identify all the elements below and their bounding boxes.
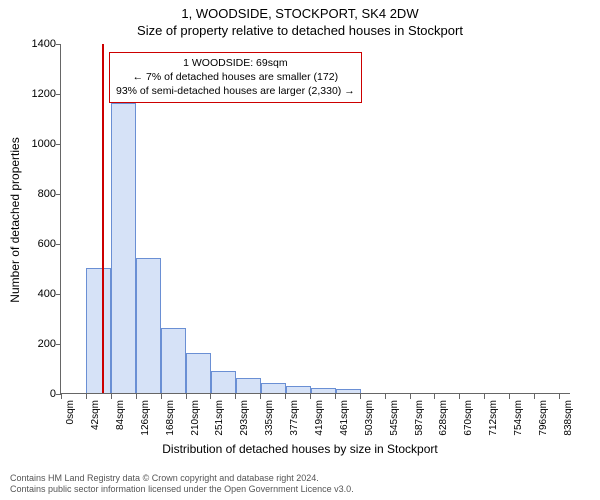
x-tick-label: 251sqm <box>214 400 225 436</box>
y-tick-label: 0 <box>16 388 56 400</box>
y-tick-label: 200 <box>16 338 56 350</box>
footer-line-2: Contains public sector information licen… <box>10 484 354 496</box>
y-tick-mark <box>56 94 61 95</box>
title-address: 1, WOODSIDE, STOCKPORT, SK4 2DW <box>0 0 600 21</box>
x-tick-label: 419sqm <box>314 400 325 436</box>
x-tick-label: 461sqm <box>339 400 350 436</box>
footer-line-1: Contains HM Land Registry data © Crown c… <box>10 473 354 485</box>
x-tick-mark <box>86 394 87 399</box>
legend-line-3: 93% of semi-detached houses are larger (… <box>116 84 355 98</box>
x-tick-mark <box>186 394 187 399</box>
x-tick-label: 587sqm <box>414 400 425 436</box>
x-tick-label: 168sqm <box>165 400 176 436</box>
x-tick-label: 377sqm <box>289 400 300 436</box>
y-tick-label: 1200 <box>16 88 56 100</box>
histogram-bar <box>336 389 361 393</box>
histogram-bar <box>186 353 211 393</box>
x-tick-mark <box>310 394 311 399</box>
x-tick-label: 754sqm <box>513 400 524 436</box>
x-tick-label: 712sqm <box>488 400 499 436</box>
y-tick-label: 1000 <box>16 138 56 150</box>
x-tick-label: 293sqm <box>239 400 250 436</box>
footer-attribution: Contains HM Land Registry data © Crown c… <box>10 473 354 496</box>
x-tick-label: 838sqm <box>563 400 574 436</box>
y-tick-mark <box>56 194 61 195</box>
x-tick-label: 670sqm <box>463 400 474 436</box>
x-tick-mark <box>111 394 112 399</box>
x-tick-label: 503sqm <box>364 400 375 436</box>
histogram-bar <box>311 388 336 393</box>
y-tick-mark <box>56 44 61 45</box>
x-tick-mark <box>260 394 261 399</box>
title-subtitle: Size of property relative to detached ho… <box>0 21 600 38</box>
x-tick-label: 42sqm <box>90 400 101 430</box>
x-tick-mark <box>410 394 411 399</box>
y-tick-mark <box>56 144 61 145</box>
x-tick-label: 335sqm <box>264 400 275 436</box>
x-tick-mark <box>559 394 560 399</box>
x-tick-mark <box>434 394 435 399</box>
x-tick-mark <box>360 394 361 399</box>
property-marker-line <box>102 44 104 393</box>
x-tick-mark <box>385 394 386 399</box>
histogram-bar <box>236 378 261 393</box>
x-tick-label: 628sqm <box>438 400 449 436</box>
histogram-bar <box>111 103 136 393</box>
y-tick-mark <box>56 344 61 345</box>
y-tick-label: 1400 <box>16 38 56 50</box>
histogram-bar <box>261 383 286 393</box>
x-tick-mark <box>235 394 236 399</box>
plot-region: 02004006008001000120014000sqm42sqm84sqm1… <box>60 44 570 394</box>
histogram-bar <box>161 328 186 393</box>
histogram-bar <box>286 386 311 394</box>
x-tick-mark <box>509 394 510 399</box>
x-axis-label: Distribution of detached houses by size … <box>0 442 600 456</box>
x-tick-label: 0sqm <box>65 400 76 424</box>
x-tick-label: 796sqm <box>538 400 549 436</box>
x-tick-mark <box>534 394 535 399</box>
y-tick-label: 400 <box>16 288 56 300</box>
x-tick-mark <box>335 394 336 399</box>
legend-line-2: ← 7% of detached houses are smaller (172… <box>116 70 355 84</box>
y-tick-label: 800 <box>16 188 56 200</box>
x-tick-mark <box>484 394 485 399</box>
x-tick-label: 126sqm <box>140 400 151 436</box>
y-axis-label: Number of detached properties <box>8 137 22 302</box>
y-tick-mark <box>56 244 61 245</box>
x-tick-label: 210sqm <box>190 400 201 436</box>
x-tick-label: 84sqm <box>115 400 126 430</box>
x-tick-mark <box>459 394 460 399</box>
y-tick-mark <box>56 294 61 295</box>
histogram-bar <box>136 258 161 393</box>
x-tick-mark <box>210 394 211 399</box>
chart-container: 1, WOODSIDE, STOCKPORT, SK4 2DW Size of … <box>0 0 600 500</box>
x-tick-mark <box>136 394 137 399</box>
x-tick-mark <box>61 394 62 399</box>
histogram-bar <box>86 268 111 393</box>
y-tick-label: 600 <box>16 238 56 250</box>
x-tick-mark <box>285 394 286 399</box>
histogram-bar <box>211 371 236 394</box>
legend-line-1: 1 WOODSIDE: 69sqm <box>116 56 355 70</box>
x-tick-mark <box>161 394 162 399</box>
legend-box: 1 WOODSIDE: 69sqm ← 7% of detached house… <box>109 52 362 103</box>
x-tick-label: 545sqm <box>389 400 400 436</box>
